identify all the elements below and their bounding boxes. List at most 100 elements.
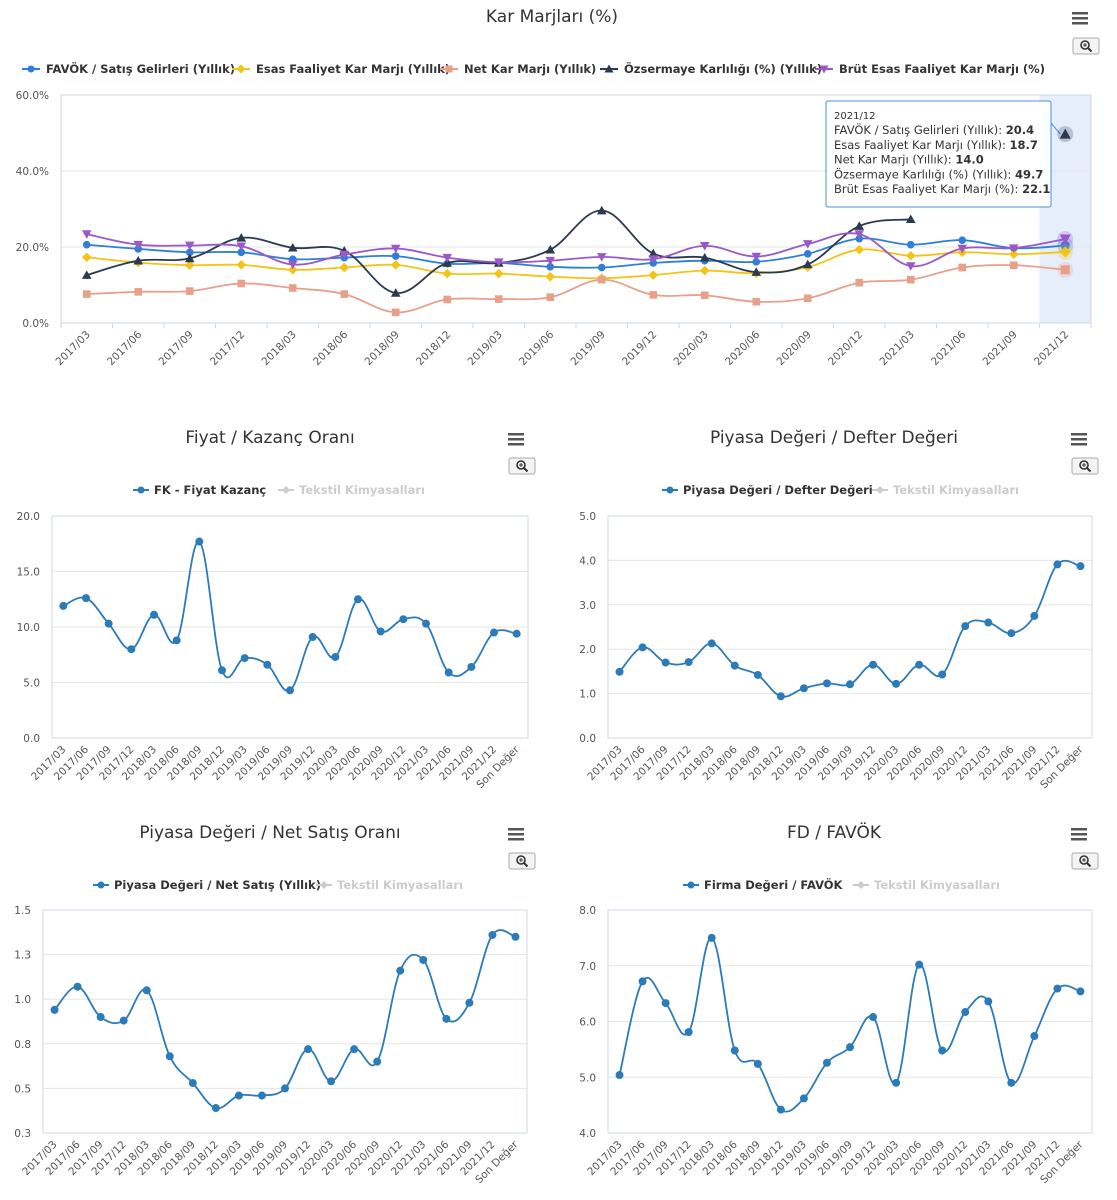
data-point[interactable] xyxy=(511,932,520,941)
data-point[interactable] xyxy=(596,205,607,215)
data-point[interactable] xyxy=(150,610,158,619)
data-point[interactable] xyxy=(905,262,916,271)
data-point[interactable] xyxy=(958,236,967,244)
legend-item[interactable]: Piyasa Değeri / Net Satış (Yıllık) xyxy=(93,878,321,892)
data-point[interactable] xyxy=(854,221,865,230)
data-point[interactable] xyxy=(1008,249,1019,260)
data-point[interactable] xyxy=(648,270,659,280)
data-point[interactable] xyxy=(391,308,400,317)
data-point[interactable] xyxy=(1008,244,1019,253)
data-point[interactable] xyxy=(442,268,453,279)
data-point[interactable] xyxy=(134,288,143,296)
data-point[interactable] xyxy=(82,290,91,298)
data-point[interactable] xyxy=(869,1013,878,1022)
data-point[interactable] xyxy=(648,255,659,264)
data-point[interactable] xyxy=(81,270,92,279)
data-point[interactable] xyxy=(707,639,716,648)
chart-menu-button[interactable] xyxy=(1069,430,1089,448)
legend-item[interactable]: Net Kar Marjı (Yıllık) xyxy=(440,62,596,76)
zoom-button[interactable] xyxy=(1071,457,1099,475)
data-point[interactable] xyxy=(546,262,555,271)
data-point[interactable] xyxy=(661,658,670,667)
data-point[interactable] xyxy=(615,1071,624,1080)
data-point[interactable] xyxy=(287,242,298,252)
data-point[interactable] xyxy=(82,594,90,603)
data-point[interactable] xyxy=(240,654,249,663)
zoom-button[interactable] xyxy=(508,457,536,475)
legend-item[interactable]: Piyasa Değeri / Defter Değeri xyxy=(662,483,873,497)
zoom-button[interactable] xyxy=(1072,37,1100,55)
legend-item-disabled[interactable]: Tekstil Kimyasalları xyxy=(316,878,463,892)
data-point[interactable] xyxy=(892,679,901,688)
data-point[interactable] xyxy=(892,1078,901,1087)
data-point[interactable] xyxy=(684,658,693,667)
data-point[interactable] xyxy=(81,252,92,263)
data-point[interactable] xyxy=(615,667,624,676)
data-point[interactable] xyxy=(188,1079,197,1088)
data-point[interactable] xyxy=(854,244,865,255)
data-point[interactable] xyxy=(133,240,144,250)
data-point[interactable] xyxy=(869,660,878,669)
data-point[interactable] xyxy=(234,1091,243,1100)
data-point[interactable] xyxy=(493,268,504,279)
data-point[interactable] xyxy=(399,615,408,624)
data-point[interactable] xyxy=(390,288,401,297)
data-point[interactable] xyxy=(699,252,710,262)
data-point[interactable] xyxy=(391,252,400,260)
chart-menu-button[interactable] xyxy=(1069,825,1089,843)
legend-item[interactable]: Firma Değeri / FAVÖK xyxy=(683,877,844,892)
data-point[interactable] xyxy=(854,230,865,239)
legend-item[interactable]: Esas Faaliyet Kar Marjı (Yıllık) xyxy=(232,62,450,76)
data-point[interactable] xyxy=(802,240,813,249)
data-point[interactable] xyxy=(1053,984,1062,993)
data-point[interactable] xyxy=(699,242,710,251)
data-point[interactable] xyxy=(1030,611,1039,620)
data-point[interactable] xyxy=(184,253,195,263)
legend-item-disabled[interactable]: Tekstil Kimyasalları xyxy=(853,878,1000,892)
zoom-button[interactable] xyxy=(508,852,536,870)
data-point[interactable] xyxy=(707,933,716,942)
data-point[interactable] xyxy=(308,632,317,641)
data-point[interactable] xyxy=(493,258,504,267)
data-point[interactable] xyxy=(281,1084,289,1093)
data-point[interactable] xyxy=(104,619,113,628)
data-point[interactable] xyxy=(661,999,670,1008)
data-point[interactable] xyxy=(119,1016,128,1025)
data-point[interactable] xyxy=(938,670,947,679)
data-point[interactable] xyxy=(905,250,916,261)
data-point[interactable] xyxy=(331,652,340,661)
legend-item-disabled[interactable]: Tekstil Kimyasalları xyxy=(872,483,1019,497)
data-point[interactable] xyxy=(753,670,762,679)
legend-item[interactable]: FK - Fiyat Kazanç xyxy=(133,483,266,497)
data-point[interactable] xyxy=(699,265,710,276)
data-point[interactable] xyxy=(1053,560,1062,569)
data-point[interactable] xyxy=(443,295,452,304)
data-point[interactable] xyxy=(304,1045,313,1054)
data-point[interactable] xyxy=(855,278,864,287)
data-point[interactable] xyxy=(822,679,831,688)
data-point[interactable] xyxy=(354,595,362,604)
data-point[interactable] xyxy=(390,244,401,254)
data-point[interactable] xyxy=(286,686,294,695)
data-point[interactable] xyxy=(799,684,808,693)
data-point[interactable] xyxy=(1007,1078,1016,1087)
data-point[interactable] xyxy=(237,279,246,288)
data-point[interactable] xyxy=(961,1008,970,1017)
data-point[interactable] xyxy=(444,668,453,677)
data-point[interactable] xyxy=(257,1091,266,1100)
data-point[interactable] xyxy=(1009,261,1018,270)
data-point[interactable] xyxy=(799,1094,808,1103)
data-point[interactable] xyxy=(488,930,497,939)
data-point[interactable] xyxy=(442,1014,451,1023)
data-point[interactable] xyxy=(442,258,453,267)
data-point[interactable] xyxy=(906,240,915,249)
legend-item[interactable]: Özsermaye Karlılığı (%) (Yıllık) xyxy=(600,61,822,76)
data-point[interactable] xyxy=(376,627,385,636)
data-point[interactable] xyxy=(803,250,812,258)
data-point[interactable] xyxy=(96,1013,105,1022)
data-point[interactable] xyxy=(597,263,606,272)
data-point[interactable] xyxy=(906,275,915,284)
data-point[interactable] xyxy=(494,295,503,303)
data-point[interactable] xyxy=(776,1105,785,1114)
data-point[interactable] xyxy=(984,618,993,627)
